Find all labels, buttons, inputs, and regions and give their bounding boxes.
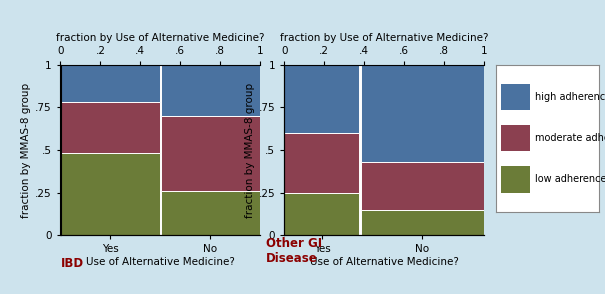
Bar [361,65,484,162]
Bar [161,65,260,116]
FancyBboxPatch shape [501,166,530,193]
X-axis label: fraction by Use of Alternative Medicine?: fraction by Use of Alternative Medicine? [56,34,264,44]
X-axis label: Use of Alternative Medicine?: Use of Alternative Medicine? [310,257,459,267]
FancyBboxPatch shape [501,125,530,151]
Bar [284,133,359,193]
X-axis label: fraction by Use of Alternative Medicine?: fraction by Use of Alternative Medicine? [280,34,488,44]
Text: high adherence: high adherence [535,92,605,102]
Text: IBD: IBD [60,258,83,270]
Bar [60,153,160,235]
Bar [60,102,160,153]
Bar [284,65,359,133]
Bar [284,193,359,235]
Text: Other GI
Disease: Other GI Disease [266,237,322,265]
Text: low adherence: low adherence [535,174,605,184]
FancyBboxPatch shape [501,84,530,110]
Text: moderate adherence: moderate adherence [535,133,605,143]
X-axis label: Use of Alternative Medicine?: Use of Alternative Medicine? [86,257,235,267]
Bar [161,191,260,235]
Bar [361,162,484,210]
Bar [161,116,260,191]
Y-axis label: fraction by MMAS-8 group: fraction by MMAS-8 group [21,82,31,218]
Bar [361,210,484,235]
Bar [60,65,160,102]
Y-axis label: fraction by MMAS-8 group: fraction by MMAS-8 group [244,82,255,218]
